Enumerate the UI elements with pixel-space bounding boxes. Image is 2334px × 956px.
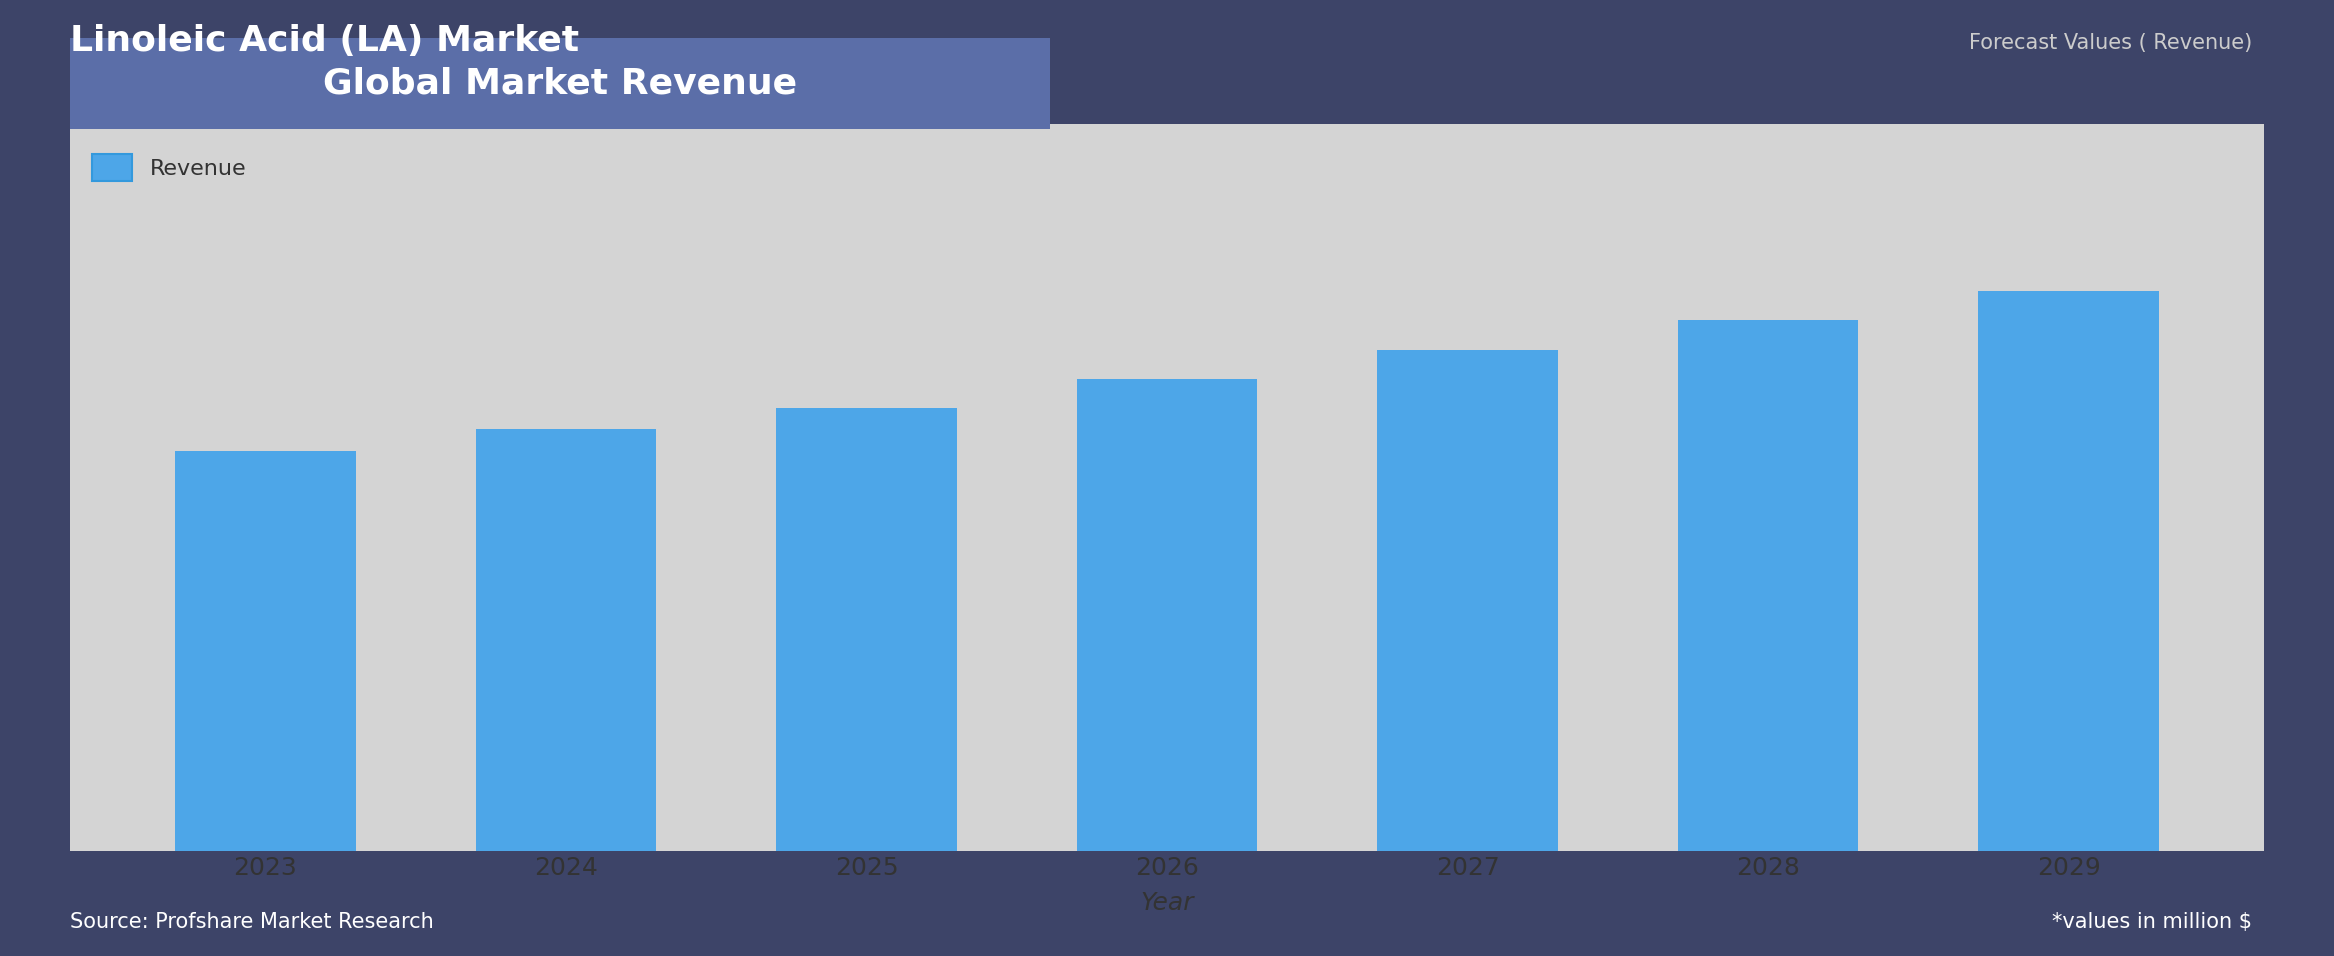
Bar bbox=[476, 429, 656, 851]
Bar bbox=[175, 451, 355, 851]
Bar bbox=[1979, 292, 2159, 851]
Legend: Revenue: Revenue bbox=[82, 142, 257, 192]
Bar bbox=[777, 407, 957, 851]
Text: Linoleic Acid (LA) Market: Linoleic Acid (LA) Market bbox=[70, 24, 579, 58]
Bar bbox=[1076, 379, 1258, 851]
Text: *values in million $: *values in million $ bbox=[2052, 912, 2252, 932]
Text: Global Market Revenue: Global Market Revenue bbox=[322, 67, 798, 100]
X-axis label: Year: Year bbox=[1141, 891, 1193, 915]
Bar bbox=[1678, 320, 1858, 851]
Text: Forecast Values ( Revenue): Forecast Values ( Revenue) bbox=[1970, 33, 2252, 54]
Text: Source: Profshare Market Research: Source: Profshare Market Research bbox=[70, 912, 434, 932]
Bar bbox=[1377, 350, 1557, 851]
